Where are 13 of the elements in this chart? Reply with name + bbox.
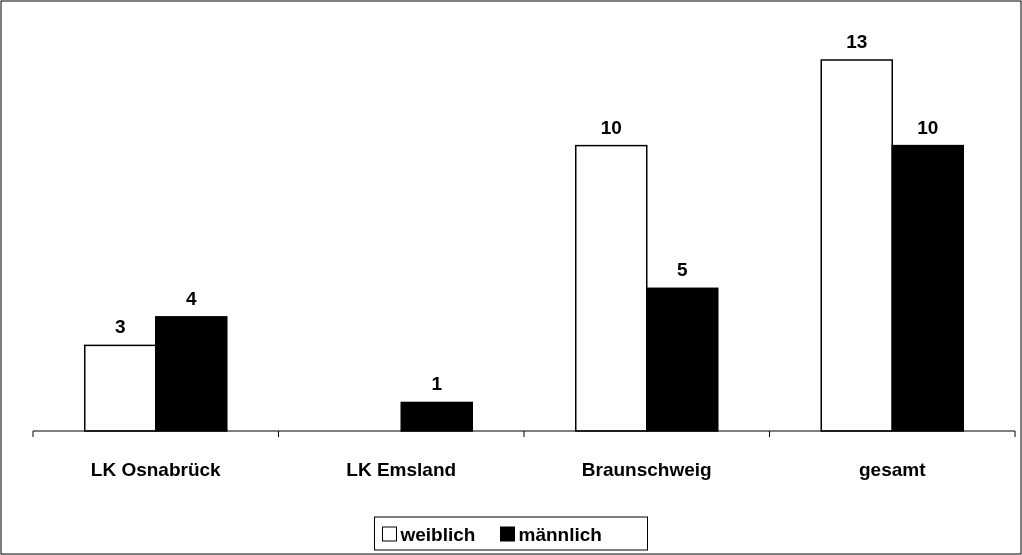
x-tick-label: LK Emsland (346, 459, 457, 480)
data-label: 1 (431, 373, 443, 395)
x-tick-label: Braunschweig (581, 459, 712, 480)
x-tick-label: gesamt (858, 459, 927, 480)
legend-label: weiblich (399, 524, 476, 545)
data-label: 13 (846, 31, 868, 52)
x-tick-label: LK Osnabrück (90, 459, 222, 480)
data-label: 10 (600, 116, 622, 138)
data-label: 5 (676, 259, 688, 281)
legend-label: männlich (518, 524, 602, 545)
data-label: 4 (185, 287, 197, 309)
data-label: 3 (114, 316, 126, 338)
data-label: 10 (917, 116, 939, 138)
